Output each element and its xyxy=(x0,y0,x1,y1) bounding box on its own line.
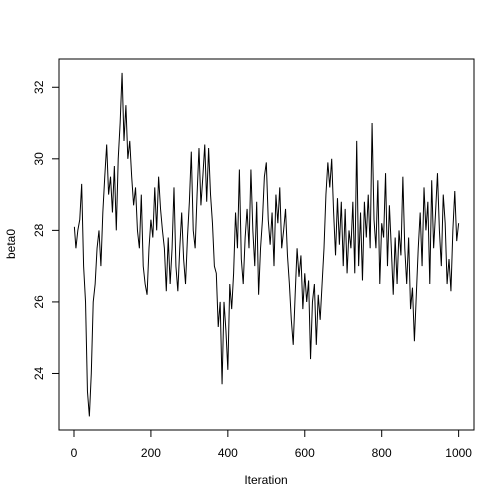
x-tick-label: 1000 xyxy=(445,446,472,460)
x-tick-label: 200 xyxy=(141,446,161,460)
x-axis-title: Iteration xyxy=(244,473,287,487)
y-tick-label: 24 xyxy=(32,366,46,380)
trace-line xyxy=(73,72,460,417)
y-axis-title: beta0 xyxy=(4,229,18,259)
x-tick-label: 600 xyxy=(295,446,315,460)
y-tick-label: 26 xyxy=(32,295,46,309)
plot-frame xyxy=(58,58,475,431)
x-tick-label: 0 xyxy=(71,446,78,460)
x-tick-label: 400 xyxy=(218,446,238,460)
y-tick-label: 30 xyxy=(32,152,46,166)
y-tick-label: 32 xyxy=(32,80,46,94)
y-tick-label: 28 xyxy=(32,223,46,237)
x-tick-label: 800 xyxy=(372,446,392,460)
